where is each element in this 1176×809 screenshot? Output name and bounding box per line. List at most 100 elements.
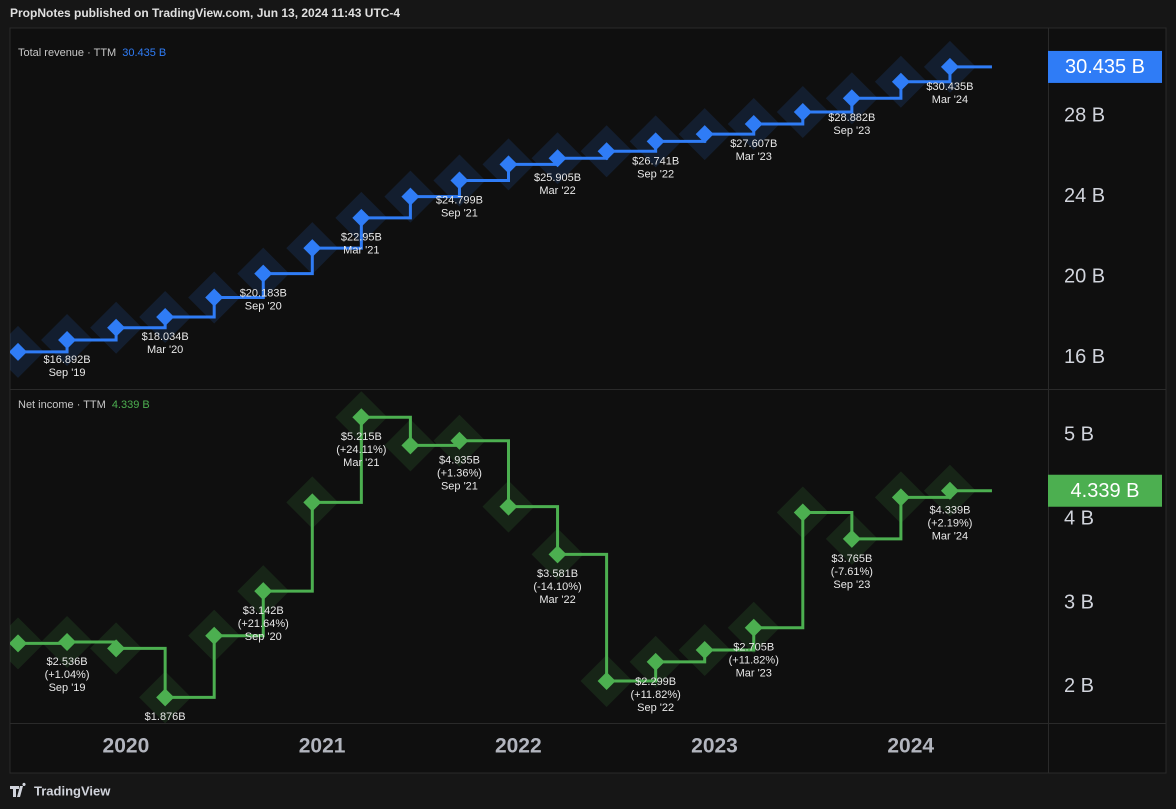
point [499,497,518,516]
date-label: Sep '21 [441,207,478,219]
point [646,652,665,671]
change-label: (+1.04%) [45,669,90,681]
date-label: Sep '20 [245,301,282,313]
x-tick-label: 2021 [299,735,346,758]
date-label: Mar '23 [736,151,772,163]
data-label: $24.799B [436,194,483,206]
pane: $2.536B(+1.04%)Sep '19$1.876B(-23.71%)Ma… [10,391,992,723]
point [597,142,616,161]
date-label: Mar '22 [539,594,575,606]
date-label: Sep '22 [637,168,674,180]
date-label: Mar '20 [147,344,183,356]
data-label: $5.215B [341,431,382,443]
chart-frame [9,27,1167,774]
data-label: $2.705B [733,642,774,654]
point [842,89,861,108]
change-label: (-14.10%) [533,581,581,593]
point [10,634,27,653]
last-value-text: 30.435 B [1065,56,1145,78]
point [58,330,77,349]
data-label: $4.935B [439,455,480,467]
y-tick-label: 3 B [1064,591,1094,613]
y-tick-label: 4 B [1064,507,1094,529]
point [352,208,371,227]
data-label: $27.607B [730,138,777,150]
legend-title: Net income · TTM [18,399,106,411]
data-label: $2.299B [635,676,676,688]
point [156,688,175,707]
date-label: Mar '22 [539,185,575,197]
data-label: $16.892B [43,354,90,366]
data-label: $26.741B [632,155,679,167]
date-label: Mar '21 [343,245,379,257]
point [842,529,861,548]
point [597,672,616,691]
date-label: Sep '20 [245,631,282,643]
y-tick-label: 24 B [1064,185,1105,207]
point [254,264,273,283]
point [254,582,273,601]
legend-value: 4.339 B [112,399,150,411]
point [695,125,714,144]
y-tick-label: 5 B [1064,424,1094,446]
x-tick-label: 2022 [495,735,542,758]
date-label: Sep '19 [49,682,86,694]
point [10,342,27,361]
point [303,239,322,258]
series-line [18,415,992,699]
point [744,618,763,637]
data-label: $25.905B [534,172,581,184]
change-label: (+2.19%) [927,518,972,530]
data-label: $3.142B [243,605,284,617]
point [548,545,567,564]
data-label: $2.536B [47,656,88,668]
point [450,431,469,450]
date-label: Sep '23 [833,125,870,137]
point [205,288,224,307]
footer-logo [10,782,26,797]
date-label: Mar '24 [932,94,968,106]
date-label: Sep '21 [441,481,478,493]
point [793,503,812,522]
last-value-badge [1048,50,1162,83]
change-label: (-7.61%) [831,566,873,578]
point [107,318,126,337]
last-value-badge [1048,474,1162,507]
data-label: $28.882B [828,112,875,124]
point [156,307,175,326]
date-label: Sep '19 [49,367,86,379]
point [940,481,959,500]
legend-title: Total revenue · TTM [18,47,116,59]
x-tick-label: 2020 [103,735,150,758]
point [303,493,322,512]
change-label: (+1.36%) [437,468,482,480]
data-label: $22.95B [341,232,382,244]
point [891,488,910,507]
x-tick-label: 2023 [691,735,738,758]
header-text: PropNotes published on TradingView.com, … [10,6,400,20]
y-tick-label: 16 B [1064,346,1105,368]
point [744,114,763,133]
data-label: $30.435B [926,81,973,93]
point [401,436,420,455]
point [891,72,910,91]
change-label: (+11.82%) [631,689,681,701]
legend-value: 30.435 B [122,47,166,59]
point [793,102,812,121]
change-label: (+11.82%) [729,655,779,667]
date-label: Sep '23 [833,579,870,591]
point [107,639,126,658]
y-tick-label: 28 B [1064,104,1105,126]
date-label: Mar '21 [343,457,379,469]
point [940,57,959,76]
change-label: (+24.11%) [336,444,386,456]
data-label: $20.183B [240,288,287,300]
point [58,632,77,651]
last-value-text: 4.339 B [1071,480,1140,502]
point [695,641,714,660]
date-label: Mar '23 [736,668,772,680]
data-label: $4.339B [929,505,970,517]
date-label: Mar '24 [932,531,968,543]
